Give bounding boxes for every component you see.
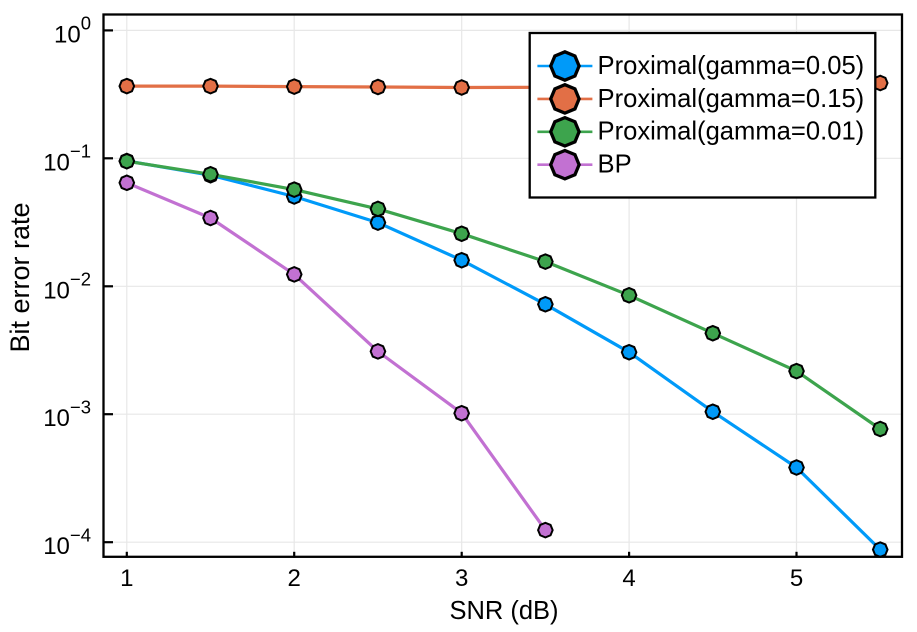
svg-text:Proximal(gamma=0.15): Proximal(gamma=0.15) [598, 85, 865, 113]
svg-text:BP: BP [598, 151, 632, 179]
svg-text:Proximal(gamma=0.01): Proximal(gamma=0.01) [598, 118, 865, 146]
svg-text:4: 4 [622, 565, 635, 592]
svg-text:Proximal(gamma=0.05): Proximal(gamma=0.05) [598, 52, 865, 80]
svg-text:1: 1 [120, 565, 133, 592]
svg-text:Bit error rate: Bit error rate [5, 202, 35, 352]
svg-text:SNR (dB): SNR (dB) [449, 597, 558, 625]
svg-text:3: 3 [455, 565, 468, 592]
svg-text:2: 2 [288, 565, 301, 592]
svg-text:5: 5 [790, 565, 803, 592]
